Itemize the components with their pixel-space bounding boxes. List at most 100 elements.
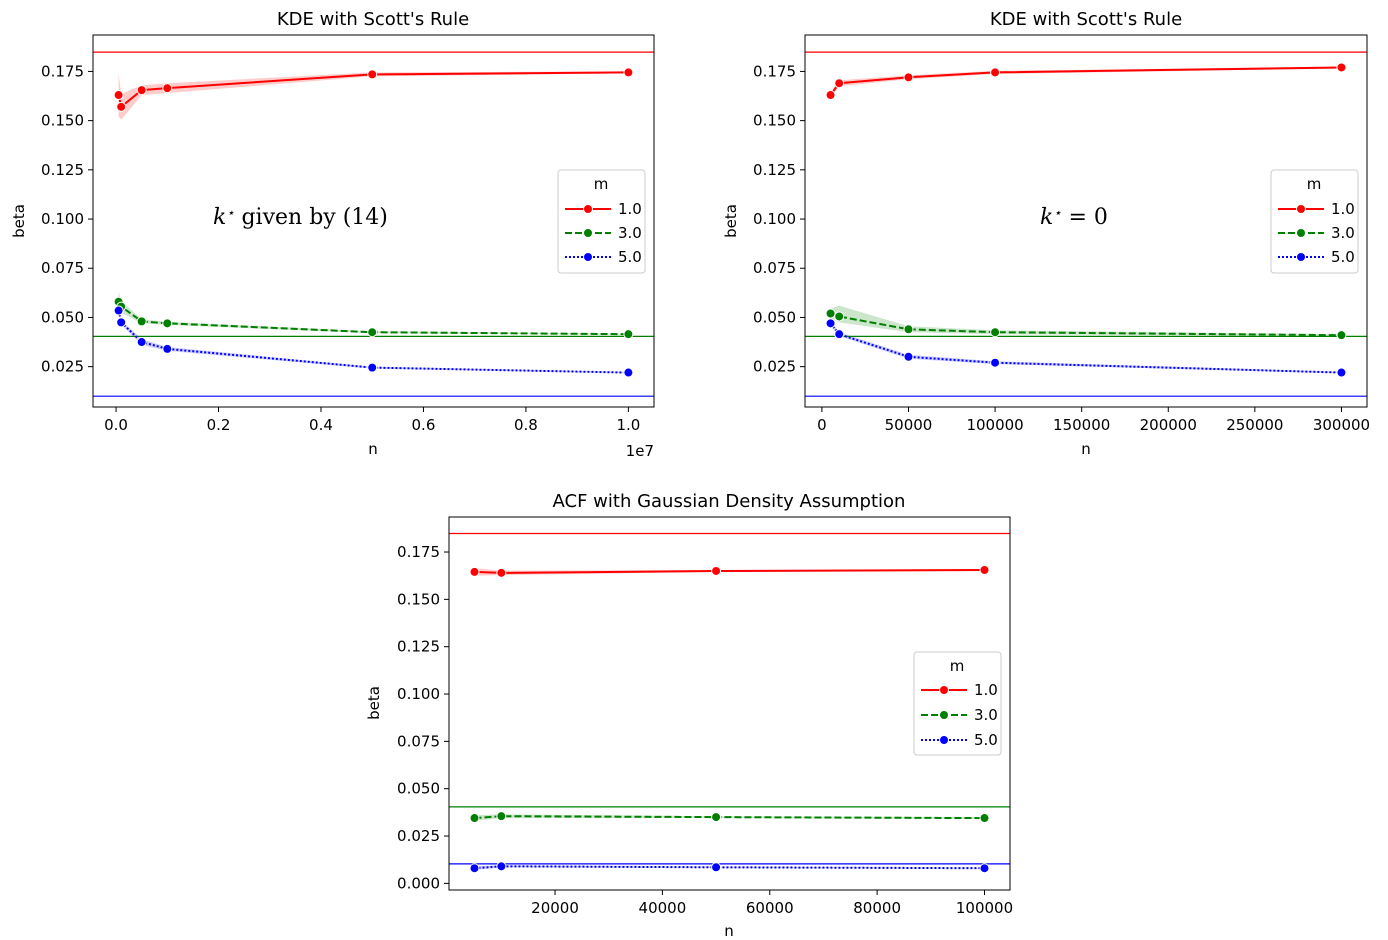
chart-3-series bbox=[469, 565, 990, 874]
data-point bbox=[469, 566, 480, 577]
chart-3-legend-label-1: 1.0 bbox=[974, 681, 998, 699]
chart-3-hlines bbox=[449, 532, 1010, 865]
y-tick-label: 0.150 bbox=[397, 590, 440, 608]
x-tick-label: 100000 bbox=[966, 416, 1023, 434]
data-point bbox=[623, 67, 634, 78]
chart-3-y-label: beta bbox=[365, 686, 383, 720]
legend-marker-green bbox=[1296, 228, 1306, 238]
chart-3-legend-item-2: 3.0 bbox=[921, 706, 998, 724]
chart-panel-3: ACF with Gaussian Density Assumption 200… bbox=[365, 491, 1013, 940]
y-tick-label: 0.175 bbox=[41, 62, 84, 80]
series-line bbox=[117, 310, 629, 374]
chart-2-legend-item-3: 5.0 bbox=[1278, 248, 1355, 266]
data-point bbox=[116, 101, 127, 112]
chart-2-legend-label-3: 5.0 bbox=[1331, 248, 1355, 266]
data-point bbox=[136, 85, 147, 96]
y-tick-label: 0.050 bbox=[397, 780, 440, 798]
data-point bbox=[136, 337, 147, 348]
chart-1-annotation: k⋆ given by (14) bbox=[213, 205, 388, 230]
x-tick-label: 0.4 bbox=[309, 416, 333, 434]
x-tick-label: 50000 bbox=[885, 416, 933, 434]
data-point bbox=[903, 351, 914, 362]
y-tick-label: 0.050 bbox=[753, 308, 796, 326]
data-point bbox=[162, 318, 173, 329]
chart-2-y-axis: 0.025 0.050 0.075 0.100 0.125 0.150 0.175 bbox=[753, 62, 805, 376]
chart-3-legend-title: m bbox=[950, 657, 965, 675]
data-point bbox=[367, 327, 378, 338]
chart-1-legend-label-3: 5.0 bbox=[618, 248, 642, 266]
series-line bbox=[474, 815, 985, 820]
x-tick-label: 0.0 bbox=[104, 416, 128, 434]
chart-1-legend-item-3: 5.0 bbox=[565, 248, 642, 266]
legend-marker-blue bbox=[1296, 252, 1306, 262]
legend-marker-red bbox=[1296, 204, 1306, 214]
y-tick-label: 0.100 bbox=[753, 210, 796, 228]
y-tick-label: 0.075 bbox=[397, 732, 440, 750]
data-point bbox=[903, 72, 914, 83]
data-point bbox=[990, 357, 1001, 368]
chart-3-legend-item-1: 1.0 bbox=[921, 681, 998, 699]
data-point bbox=[834, 311, 845, 322]
chart-3-legend-label-3: 5.0 bbox=[974, 731, 998, 749]
x-tick-label: 100000 bbox=[956, 899, 1013, 917]
legend-marker-red bbox=[939, 685, 949, 695]
x-tick-label: 60000 bbox=[746, 899, 794, 917]
x-tick-label: 0.2 bbox=[207, 416, 231, 434]
data-point bbox=[162, 83, 173, 94]
y-tick-label: 0.100 bbox=[41, 210, 84, 228]
data-point bbox=[496, 861, 507, 872]
y-tick-label: 0.075 bbox=[753, 259, 796, 277]
chart-1-legend-box bbox=[557, 169, 646, 274]
data-point bbox=[903, 324, 914, 335]
data-point bbox=[367, 362, 378, 373]
chart-2-x-axis: 0 50000 100000 150000 200000 250000 300000 bbox=[817, 407, 1370, 434]
x-tick-label: 150000 bbox=[1053, 416, 1110, 434]
chart-3-legend-item-3: 5.0 bbox=[921, 731, 998, 749]
y-tick-label: 0.175 bbox=[397, 543, 440, 561]
legend-marker-green bbox=[583, 228, 593, 238]
series-line bbox=[474, 569, 985, 574]
y-tick-label: 0.125 bbox=[41, 161, 84, 179]
chart-1-legend-label-2: 3.0 bbox=[618, 224, 642, 242]
chart-1-legend-label-1: 1.0 bbox=[618, 200, 642, 218]
chart-2-legend-label-2: 3.0 bbox=[1331, 224, 1355, 242]
y-tick-label: 0.150 bbox=[41, 112, 84, 130]
chart-3-legend: m 1.0 3.0 5.0 bbox=[913, 651, 1002, 756]
y-tick-label: 0.050 bbox=[41, 308, 84, 326]
data-point bbox=[623, 367, 634, 378]
x-tick-label: 200000 bbox=[1140, 416, 1197, 434]
data-point bbox=[113, 305, 124, 316]
chart-2-series bbox=[825, 62, 1347, 378]
chart-1-frame bbox=[92, 34, 655, 408]
y-tick-label: 0.025 bbox=[753, 358, 796, 376]
chart-1-y-axis: 0.025 0.050 0.075 0.100 0.125 0.150 0.175 bbox=[41, 62, 93, 376]
chart-2-hlines bbox=[805, 51, 1367, 397]
legend-marker-green bbox=[939, 710, 949, 720]
legend-marker-blue bbox=[583, 252, 593, 262]
chart-panel-1: KDE with Scott's Rule 0.0 0.2 0.4 0.6 0.8 1.0… bbox=[10, 9, 655, 460]
data-point bbox=[116, 317, 127, 328]
chart-panel-2: KDE with Scott's Rule 0 50000 100000 150000… bbox=[722, 9, 1370, 458]
chart-1-x-axis: 0.0 0.2 0.4 0.6 0.8 1.0 bbox=[104, 407, 640, 434]
data-point bbox=[113, 90, 124, 101]
confidence-band bbox=[474, 865, 985, 871]
chart-2-legend-box bbox=[1270, 169, 1359, 274]
x-tick-label: 80000 bbox=[853, 899, 901, 917]
legend-marker-blue bbox=[939, 735, 949, 745]
x-tick-label: 0.6 bbox=[412, 416, 436, 434]
data-point bbox=[1336, 62, 1347, 73]
y-tick-label: 0.075 bbox=[41, 259, 84, 277]
chart-3-legend-label-2: 3.0 bbox=[974, 706, 998, 724]
x-tick-label: 250000 bbox=[1226, 416, 1283, 434]
data-point bbox=[825, 318, 836, 329]
data-point bbox=[136, 316, 147, 327]
x-tick-label: 300000 bbox=[1313, 416, 1370, 434]
data-point bbox=[496, 811, 507, 822]
x-tick-label: 40000 bbox=[639, 899, 687, 917]
chart-2-legend-title: m bbox=[1307, 175, 1322, 193]
data-point bbox=[496, 567, 507, 578]
chart-2-legend: m 1.0 3.0 5.0 bbox=[1270, 169, 1359, 274]
data-point bbox=[1336, 330, 1347, 341]
y-tick-label: 0.025 bbox=[41, 358, 84, 376]
